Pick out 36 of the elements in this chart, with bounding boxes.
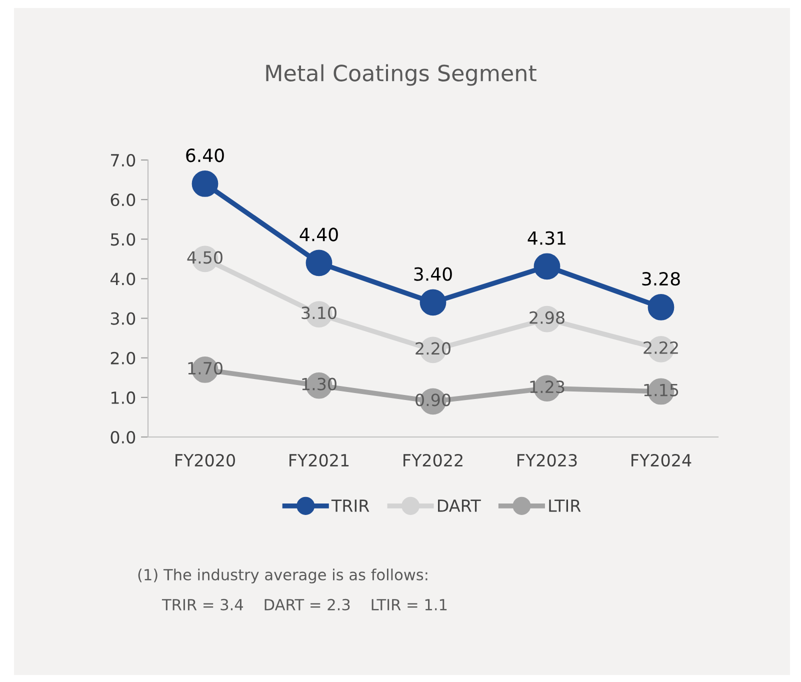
point [534, 253, 560, 280]
text: (1) The industry average is as follows: [138, 568, 428, 584]
y-tick-label: 1.0 [112, 391, 136, 404]
x-tick-label: FY2020 [176, 454, 235, 467]
x-tick-label: FY2024 [632, 454, 692, 467]
data-label: 0.90 [416, 394, 450, 406]
y-tick-label: 2.0 [110, 352, 136, 364]
x-tick-label: FY2022 [404, 454, 462, 467]
point [420, 289, 446, 316]
data-label: 2.22 [644, 341, 678, 354]
y-tick-label: 7.0 [111, 154, 136, 167]
y-tick-label: 6.0 [110, 194, 136, 206]
chart-title: Metal Coatings Segment [266, 64, 536, 86]
data-label: 3.28 [642, 272, 680, 286]
point [648, 294, 674, 320]
y-tick-label: 4.0 [110, 272, 136, 286]
legend-label: LTIR [549, 500, 581, 512]
y-tick-label: 5.0 [110, 233, 136, 246]
x-tick-label: FY2021 [290, 454, 349, 467]
data-label: 3.40 [414, 267, 452, 281]
data-label: 4.40 [300, 228, 338, 242]
text: TRIR = 3.4 DART = 2.3 LTIR = 1.1 [162, 598, 447, 610]
legend-label: TRIR [331, 500, 370, 512]
y-tick-label: 3.0 [110, 312, 136, 325]
point [192, 170, 218, 197]
data-label: 4.50 [187, 251, 222, 264]
data-label: 2.98 [530, 311, 564, 324]
data-label: 4.31 [528, 231, 566, 245]
point [306, 250, 332, 276]
x-tick-label: FY2023 [518, 454, 577, 467]
data-label: 3.10 [302, 306, 336, 320]
y-tick-label: 0.0 [110, 430, 136, 444]
legend-label: DART [438, 500, 481, 512]
data-label: 2.20 [416, 342, 450, 355]
data-label: 6.40 [186, 148, 224, 162]
data-label: 1.23 [530, 380, 564, 394]
